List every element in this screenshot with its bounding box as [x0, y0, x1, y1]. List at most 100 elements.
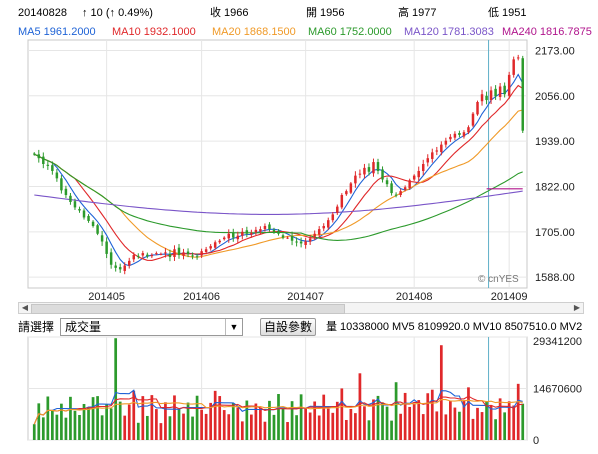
volume-bar	[227, 414, 231, 440]
candle-body	[467, 127, 470, 133]
candle-body	[408, 180, 411, 189]
candle-body	[521, 58, 524, 131]
candle-body	[331, 214, 335, 221]
candle-body	[322, 226, 325, 229]
candle-body	[363, 167, 366, 175]
volume-bar	[489, 405, 493, 440]
scroll-right-icon[interactable]: ▶	[573, 303, 581, 312]
volume-bar	[37, 403, 41, 440]
candle-body	[412, 175, 416, 180]
candle-body	[73, 201, 77, 208]
ma-legend: MA5 1961.2000 MA10 1932.1000 MA20 1868.1…	[0, 25, 598, 39]
candle-body	[272, 229, 276, 232]
candle-body	[254, 229, 258, 233]
ma5-line	[34, 73, 524, 267]
volume-bar	[46, 396, 50, 440]
volume-bar	[372, 399, 375, 440]
candle-body	[476, 102, 479, 115]
scroll-thumb[interactable]	[31, 304, 345, 314]
candle-body	[345, 191, 348, 195]
candle-body	[277, 231, 280, 234]
candle-body	[191, 255, 194, 257]
volume-bar	[41, 417, 45, 440]
volume-bar	[272, 414, 276, 440]
volume-bar	[449, 401, 452, 440]
volume-bar	[340, 388, 344, 440]
candle-body	[159, 253, 163, 255]
candle-body	[435, 150, 439, 152]
candle-body	[512, 59, 515, 75]
time-tick-label: 201405	[88, 291, 125, 303]
volume-bar	[430, 389, 434, 440]
candle-body	[317, 229, 321, 235]
scroll-left-icon[interactable]: ◀	[21, 303, 29, 312]
candle-body	[222, 237, 226, 240]
candle-body	[141, 253, 145, 256]
volume-bar	[32, 424, 36, 440]
volume-ma-lines	[33, 389, 523, 425]
candle-body	[313, 233, 316, 237]
volume-bar	[435, 411, 439, 440]
volume-bar	[141, 396, 145, 440]
volume-bar	[245, 400, 249, 440]
volume-bar	[458, 411, 461, 440]
price-plot-frame	[27, 39, 528, 289]
volume-bar	[209, 402, 213, 440]
volume-bar	[213, 390, 217, 440]
volume-bar	[60, 403, 63, 440]
price-tick-label: 1939.00	[535, 136, 575, 148]
volume-bar	[349, 408, 353, 440]
candle-body	[37, 154, 41, 159]
volume-bar	[322, 394, 326, 440]
volume-bar	[168, 416, 172, 440]
volume-bar	[516, 383, 520, 440]
candle-body	[358, 173, 362, 175]
quote-header: 20140828 ↑ 10 (↑ 0.49%) 收 1966 開 1956 高 …	[0, 6, 598, 20]
volume-bar	[105, 404, 108, 440]
volume-bar	[317, 415, 321, 440]
candle-body	[55, 172, 59, 179]
volume-bar	[286, 422, 289, 440]
volume-bar	[467, 387, 470, 440]
candle-body	[241, 231, 244, 236]
candle-body	[480, 94, 484, 102]
candle-body	[507, 74, 511, 96]
price-tick-label: 1822.00	[535, 181, 575, 193]
volume-bar	[78, 415, 81, 440]
chevron-down-icon[interactable]: ▼	[225, 319, 242, 335]
quote-change: ↑ 10 (↑ 0.49%)	[82, 7, 153, 19]
candle-body	[403, 187, 407, 190]
candle-body	[462, 132, 466, 137]
volume-bar	[376, 395, 380, 440]
volume-bar	[453, 407, 457, 440]
candle-body	[69, 195, 72, 202]
volume-tick-label: 29341200	[533, 336, 582, 348]
volume-bar	[73, 410, 77, 440]
candle-body	[87, 215, 90, 221]
volume-bar	[390, 420, 393, 440]
candle-body	[209, 246, 212, 249]
volume-bar	[200, 409, 203, 440]
candle-body	[354, 175, 357, 184]
candle-body	[60, 178, 63, 191]
candle-body	[204, 249, 208, 252]
volume-bar	[421, 414, 425, 440]
candle-body	[471, 113, 475, 126]
indicator-select[interactable]: 成交量 ▼	[60, 318, 243, 336]
volume-bar	[127, 404, 131, 440]
volume-bar	[344, 419, 348, 440]
candle-body	[494, 88, 497, 97]
custom-params-button[interactable]: 自設參數	[260, 318, 316, 336]
volume-bar	[254, 403, 258, 440]
candle-body	[146, 254, 149, 257]
candle-body	[336, 206, 339, 213]
candle-body	[516, 57, 520, 59]
candle-body	[186, 251, 190, 254]
candle-body	[304, 241, 307, 245]
candle-body	[259, 229, 262, 232]
price-tick-label: 2173.00	[535, 45, 575, 57]
candle-body	[503, 85, 506, 95]
volume-bar	[155, 409, 158, 440]
volume-bar	[498, 398, 502, 440]
time-scrollbar[interactable]: ◀ ▶	[18, 302, 584, 314]
